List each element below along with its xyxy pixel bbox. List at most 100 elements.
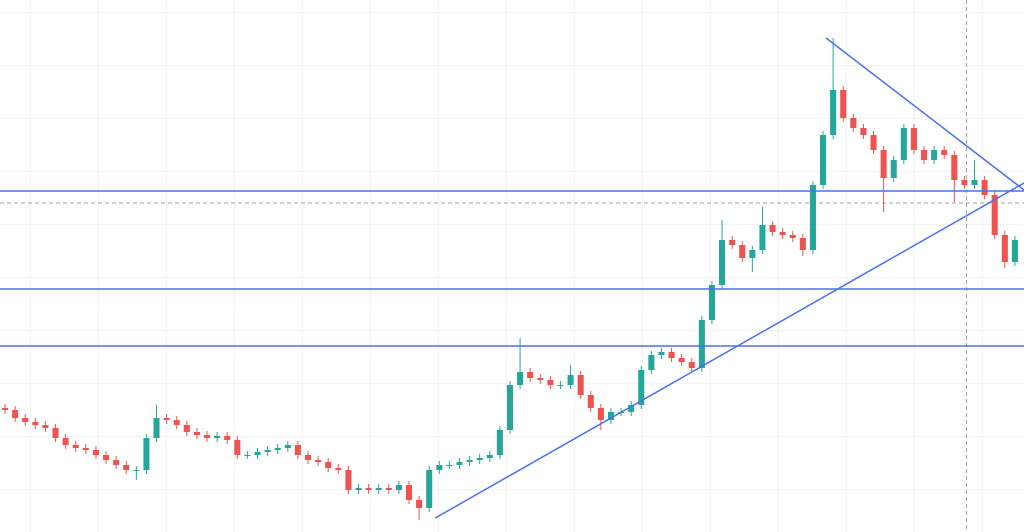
candle-body: [395, 485, 402, 490]
candle-body: [779, 232, 786, 235]
candle-body: [638, 370, 645, 405]
candle-body: [496, 430, 503, 455]
candle-body: [315, 460, 322, 462]
candle-body: [870, 135, 877, 150]
candle-body: [820, 135, 827, 185]
candle-body: [991, 195, 998, 235]
candle-body: [941, 150, 948, 155]
candle-body: [284, 445, 291, 448]
candle-body: [809, 185, 816, 250]
candle-body: [405, 485, 413, 500]
candle-body: [244, 455, 251, 456]
candle-body: [32, 422, 39, 425]
candle-body: [234, 440, 241, 455]
candle-body: [648, 355, 655, 370]
candle-body: [224, 436, 231, 440]
candle-body: [890, 160, 897, 178]
candle-body: [52, 428, 59, 438]
candle-body: [123, 465, 130, 470]
candle-body: [173, 420, 180, 425]
candle-body: [840, 90, 847, 118]
candle-body: [274, 448, 281, 450]
candle-body: [759, 225, 766, 250]
candle-body: [900, 128, 907, 160]
candle-body: [577, 375, 584, 395]
candle-body: [1011, 240, 1018, 262]
candle-body: [345, 470, 352, 490]
candle-body: [951, 155, 958, 180]
candle-body: [729, 240, 736, 245]
candle-body: [153, 418, 160, 438]
candle-body: [587, 395, 594, 408]
candle-body: [557, 385, 564, 386]
candle-body: [456, 462, 463, 465]
candle-body: [799, 238, 806, 250]
candle-body: [931, 150, 938, 160]
candle-body: [62, 438, 69, 445]
trend-line: [825, 37, 1024, 191]
candle-body: [133, 470, 140, 471]
candle-body: [426, 470, 433, 508]
candle-body: [981, 180, 988, 195]
candle-body: [597, 408, 604, 420]
candle-body: [2, 408, 9, 410]
candle-body: [547, 380, 554, 385]
candle-body: [628, 405, 635, 412]
candle-body: [567, 375, 574, 385]
candle-body: [668, 352, 675, 358]
candle-body: [193, 432, 200, 435]
candle-body: [476, 458, 483, 460]
candle-body: [658, 352, 665, 355]
candle-body: [416, 500, 423, 508]
candle-body: [365, 488, 372, 490]
candle-body: [880, 150, 887, 178]
candle-body: [304, 455, 312, 460]
candle-body: [749, 250, 756, 258]
candle-body: [385, 488, 392, 490]
candle-body: [92, 450, 99, 455]
candle-body: [688, 362, 695, 368]
candle-body: [1001, 235, 1008, 262]
candle-body: [961, 180, 968, 185]
candle-body: [42, 425, 49, 428]
candle-body: [971, 180, 978, 185]
candle-body: [739, 245, 746, 258]
candle-body: [537, 378, 544, 380]
candle-body: [830, 90, 837, 135]
candle-body: [698, 320, 705, 368]
candle-body: [678, 358, 685, 362]
candle-body: [294, 445, 301, 455]
candle-body: [325, 462, 332, 468]
candle-body: [708, 285, 715, 320]
candle-body: [850, 118, 857, 128]
candle-body: [264, 450, 271, 452]
candle-body: [860, 128, 867, 135]
candle-body: [910, 128, 917, 150]
candle-body: [103, 455, 110, 460]
candle-body: [214, 436, 221, 438]
candle-body: [82, 448, 89, 450]
candle-body: [355, 488, 362, 490]
candle-body: [769, 225, 776, 232]
candle-body: [113, 460, 120, 465]
candle-body: [527, 372, 534, 378]
candle-body: [506, 385, 514, 430]
candle-body: [607, 412, 614, 420]
candle-body: [12, 410, 19, 418]
candle-body: [517, 372, 524, 385]
candle-body: [375, 488, 382, 490]
candle-body: [466, 460, 473, 462]
candle-body: [436, 465, 443, 470]
candle-body: [22, 418, 29, 422]
trend-line: [434, 182, 1024, 519]
candle-body: [203, 435, 211, 438]
candle-body: [789, 235, 796, 238]
candle-body: [719, 240, 726, 285]
candle-body: [143, 438, 150, 470]
candle-body: [486, 455, 493, 458]
candle-body: [920, 150, 928, 160]
candle-body: [183, 425, 190, 432]
candle-body: [72, 445, 79, 448]
candle-body: [446, 465, 453, 466]
